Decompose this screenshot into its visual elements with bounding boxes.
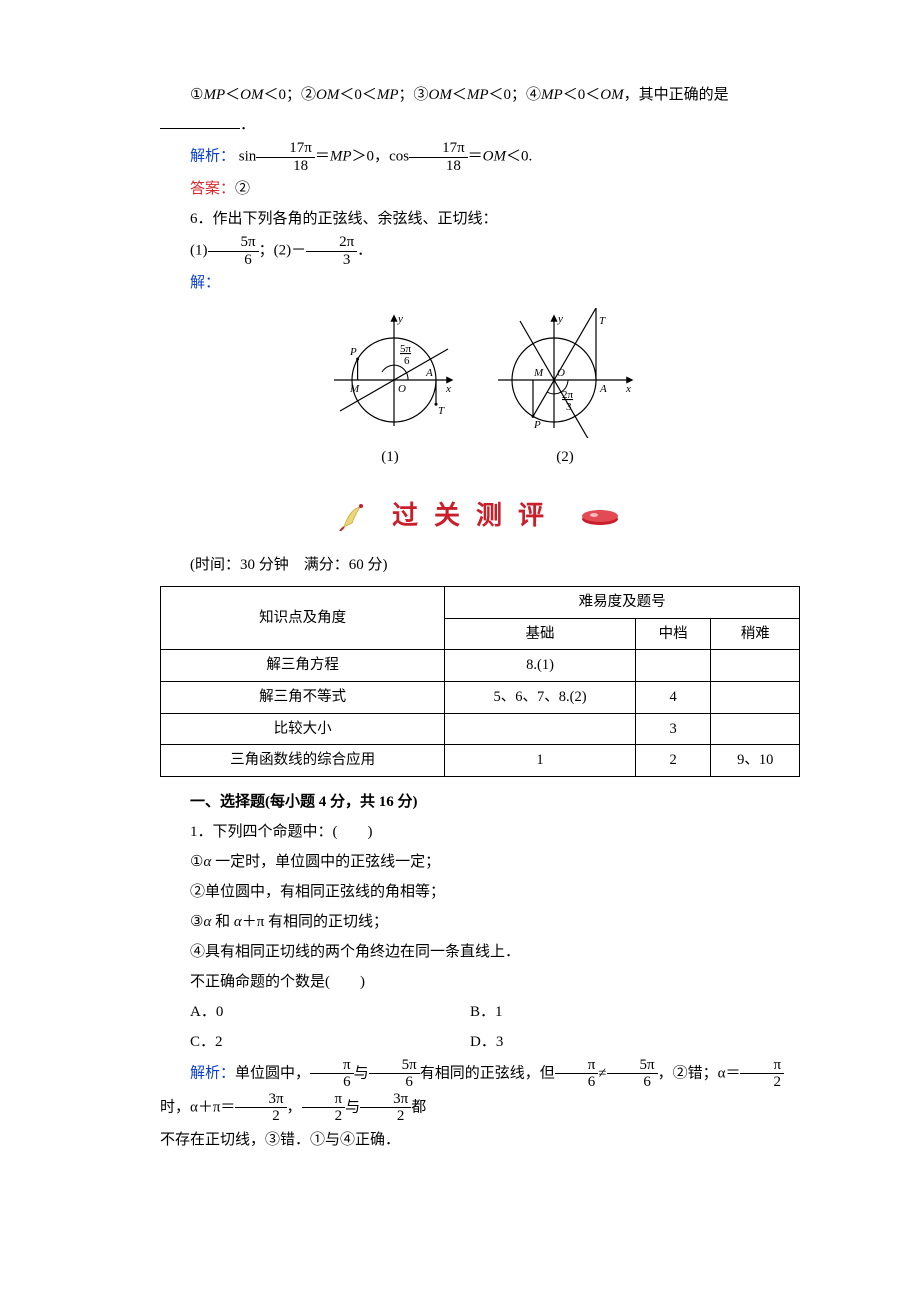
section-heading: 一、选择题(每小题 4 分，共 16 分) xyxy=(160,787,800,817)
diag-label-1: (1) xyxy=(381,442,399,472)
q5-options: ①MP＜OM＜0；②OM＜0＜MP；③OM＜MP＜0；④MP＜0＜OM，其中正确… xyxy=(160,80,800,110)
opt-c: C．2 xyxy=(190,1027,470,1057)
q1-p2: ②单位圆中，有相同正弦线的角相等； xyxy=(160,877,800,907)
svg-text:T: T xyxy=(438,405,445,417)
svg-text:A: A xyxy=(425,367,433,379)
q1-jiexi-tail: 不存在正切线，③错．①与④正确． xyxy=(160,1125,800,1155)
diag-label-2: (2) xyxy=(556,442,574,472)
q1-p1: ①α 一定时，单位圆中的正弦线一定； xyxy=(160,847,800,877)
svg-text:P: P xyxy=(533,419,541,431)
banner-right-icon xyxy=(578,505,622,527)
opt-a: A．0 xyxy=(190,997,470,1027)
th-hard: 稍难 xyxy=(711,618,800,650)
q6-stem: 6．作出下列各角的正弦线、余弦线、正切线： xyxy=(160,204,800,234)
svg-text:M: M xyxy=(349,383,360,395)
th-mid: 中档 xyxy=(635,618,711,650)
section-banner: 过关测评 xyxy=(160,490,800,542)
svg-text:T: T xyxy=(599,315,606,327)
table-row: 解三角不等式 5、6、7、8.(2) 4 xyxy=(161,681,800,713)
q5-blank: ． xyxy=(160,110,800,140)
table-row: 知识点及角度 难易度及题号 xyxy=(161,587,800,619)
q5-jiexi: 解析： sin17π18＝MP＞0，cos17π18＝OM＜0. xyxy=(160,140,800,174)
th-topic: 知识点及角度 xyxy=(161,587,445,650)
difficulty-table: 知识点及角度 难易度及题号 基础 中档 稍难 解三角方程 8.(1) 解三角不等… xyxy=(160,586,800,777)
q1-opts-row1: A．0 B．1 xyxy=(160,997,800,1027)
q5-answer: 答案：② xyxy=(160,174,800,204)
label-jiexi: 解析： xyxy=(190,148,235,164)
svg-text:5π: 5π xyxy=(400,343,412,355)
table-row: 解三角方程 8.(1) xyxy=(161,650,800,682)
q1-ask: 不正确命题的个数是( ) xyxy=(160,967,800,997)
q1-jiexi: 解析：单位圆中，π6与5π6有相同的正弦线，但π6≠5π6，②错；α＝π2时，α… xyxy=(160,1057,800,1125)
svg-text:O: O xyxy=(398,383,406,395)
exam-info: (时间：30 分钟 满分：60 分) xyxy=(160,550,800,580)
svg-text:y: y xyxy=(397,313,403,325)
q1-opts-row2: C．2 D．3 xyxy=(160,1027,800,1057)
svg-text:6: 6 xyxy=(404,355,410,367)
q1-stem: 1．下列四个命题中：( ) xyxy=(160,817,800,847)
q6-sol-label: 解： xyxy=(160,268,800,298)
svg-text:A: A xyxy=(599,383,607,395)
q1-p3: ③α 和 α＋π 有相同的正切线； xyxy=(160,907,800,937)
table-row: 三角函数线的综合应用 1 2 9、10 xyxy=(161,745,800,777)
svg-text:x: x xyxy=(445,383,451,395)
banner-left-icon xyxy=(338,501,374,531)
q6-diagram-1: y x O A P M T 5π 6 xyxy=(320,308,460,438)
q6-diagram-2: y x O M A P T 2π 3 xyxy=(490,308,640,438)
svg-text:P: P xyxy=(349,346,357,358)
svg-text:O: O xyxy=(557,367,565,379)
opt-d: D．3 xyxy=(470,1027,503,1057)
svg-text:3: 3 xyxy=(566,401,572,413)
q6-parts: (1)5π6；(2)－2π3． xyxy=(160,234,800,268)
svg-text:M: M xyxy=(533,367,544,379)
th-difficulty: 难易度及题号 xyxy=(445,587,800,619)
banner-text: 过关测评 xyxy=(392,490,560,542)
svg-text:x: x xyxy=(625,383,631,395)
label-answer: 答案： xyxy=(190,181,235,197)
svg-text:2π: 2π xyxy=(562,389,574,401)
th-basic: 基础 xyxy=(445,618,636,650)
opt-b: B．1 xyxy=(470,997,503,1027)
table-row: 比较大小 3 xyxy=(161,713,800,745)
q1-p4: ④具有相同正切线的两个角终边在同一条直线上． xyxy=(160,937,800,967)
svg-text:y: y xyxy=(557,313,563,325)
label-jiexi: 解析： xyxy=(190,1065,235,1081)
